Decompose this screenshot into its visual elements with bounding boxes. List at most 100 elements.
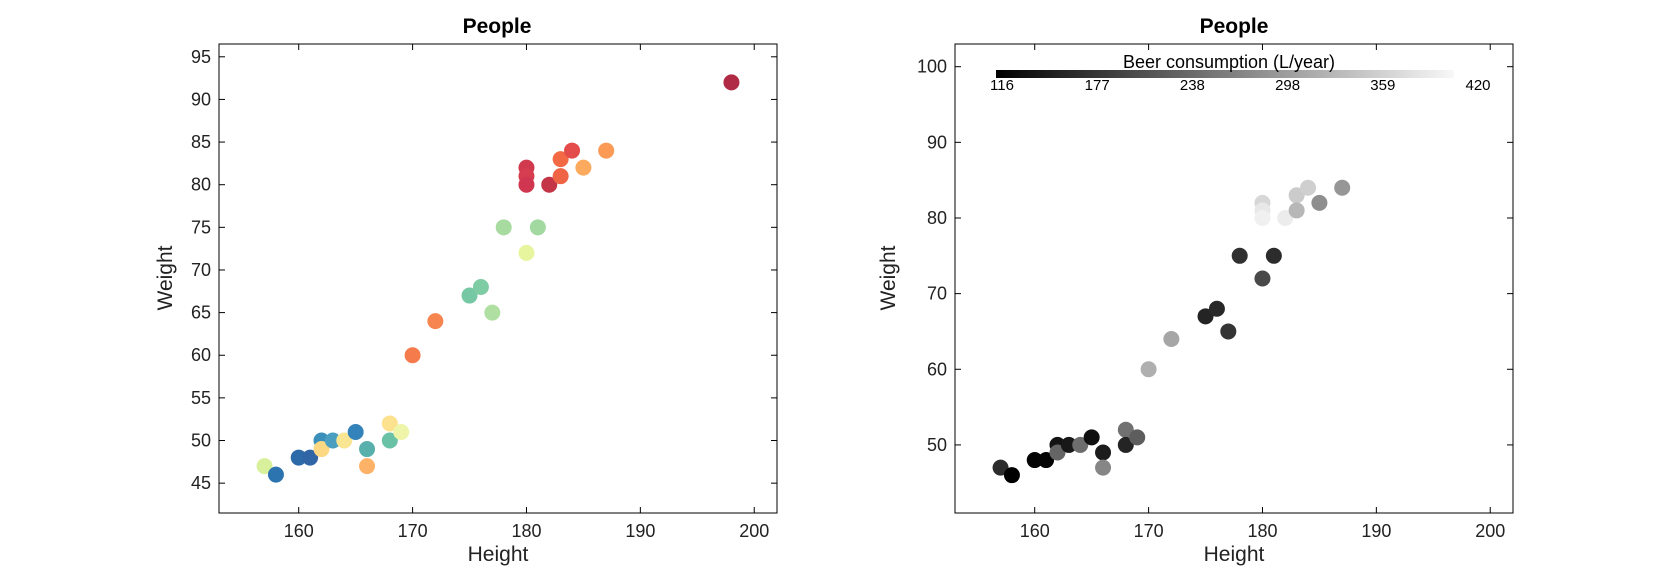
data-point	[598, 142, 615, 159]
data-point	[302, 449, 319, 466]
x-tick-label: 200	[739, 521, 769, 541]
data-point	[552, 151, 569, 168]
y-tick-label: 65	[191, 303, 211, 323]
chart-title-left: People	[463, 15, 532, 38]
data-point	[1095, 444, 1112, 461]
colorbar-tick-label: 359	[1370, 77, 1395, 94]
chart-title-right: People	[1200, 15, 1269, 38]
data-point	[267, 466, 284, 483]
data-point	[541, 176, 558, 193]
data-point	[1072, 436, 1089, 453]
points-right	[992, 179, 1351, 484]
y-tick-label: 50	[927, 435, 947, 455]
x-tick-label: 170	[398, 521, 428, 541]
data-point	[484, 304, 501, 321]
data-point	[495, 219, 512, 236]
data-point	[1026, 452, 1043, 469]
data-point	[564, 142, 581, 159]
y-tick-label: 90	[927, 132, 947, 152]
x-tick-label: 170	[1134, 521, 1164, 541]
data-point	[992, 459, 1009, 476]
y-tick-label: 70	[191, 260, 211, 280]
x-axis-right: 160 170 180 190 200	[1020, 44, 1505, 541]
y-tick-label: 80	[927, 208, 947, 228]
y-axis-right: 50 60 70 80 90 100	[917, 57, 1513, 455]
colorbar-tick-label: 420	[1465, 77, 1490, 94]
points-left	[256, 74, 740, 483]
data-point	[1311, 194, 1328, 211]
colorbar-tick-label: 238	[1180, 77, 1205, 94]
data-point	[1334, 179, 1351, 196]
data-point	[427, 313, 444, 330]
y-axis-left: 45 50 55 60 65 70 75 80 85 90 95	[191, 47, 777, 493]
data-point	[529, 219, 546, 236]
colorbar-label: Beer consumption (L/year)	[1123, 52, 1335, 72]
data-point	[461, 287, 478, 304]
y-tick-label: 45	[191, 473, 211, 493]
data-point	[1254, 270, 1271, 287]
data-point	[1049, 444, 1066, 461]
x-tick-label: 190	[625, 521, 655, 541]
y-tick-label: 80	[191, 175, 211, 195]
data-point	[1095, 459, 1112, 476]
data-point	[723, 74, 740, 91]
data-point	[393, 423, 410, 440]
data-point	[290, 449, 307, 466]
data-point	[1117, 436, 1134, 453]
y-tick-label: 100	[917, 57, 947, 77]
data-point	[1220, 323, 1237, 340]
data-point	[1163, 331, 1180, 348]
data-point	[575, 159, 592, 176]
data-point	[1060, 436, 1077, 453]
y-tick-label: 60	[191, 345, 211, 365]
y-tick-label: 75	[191, 217, 211, 237]
scatter-plot-right: People 160 170 180 190 200 50 60 70 80 90 100 Bee…	[877, 15, 1514, 566]
x-tick-label: 200	[1475, 521, 1505, 541]
data-point	[472, 279, 489, 296]
data-point	[552, 168, 569, 185]
colorbar-tick-label: 116	[990, 77, 1014, 94]
y-tick-label: 60	[927, 359, 947, 379]
y-tick-label: 85	[191, 132, 211, 152]
data-point	[1300, 179, 1317, 196]
data-point	[1231, 247, 1248, 264]
colorbar-gradient	[996, 70, 1454, 78]
colorbar-ticks: 116 177 238 298 359 420	[990, 77, 1490, 94]
data-point	[518, 176, 535, 193]
data-point	[381, 415, 398, 432]
x-axis-left: 160 170 180 190 200	[284, 44, 769, 541]
x-tick-label: 190	[1361, 521, 1391, 541]
data-point	[359, 441, 376, 458]
data-point	[1288, 187, 1305, 204]
data-point	[359, 458, 376, 475]
data-point	[1038, 452, 1055, 469]
plot-area-right	[954, 43, 1514, 514]
data-point	[1140, 361, 1157, 378]
colorbar-tick-label: 298	[1275, 77, 1300, 94]
data-point	[381, 432, 398, 449]
data-point	[256, 458, 273, 475]
y-tick-label: 95	[191, 47, 211, 67]
data-point	[324, 432, 341, 449]
x-tick-label: 160	[1020, 521, 1050, 541]
x-tick-label: 180	[1247, 521, 1277, 541]
y-axis-label-left: Weight	[154, 245, 177, 310]
y-tick-label: 55	[191, 388, 211, 408]
x-axis-label-right: Height	[1204, 543, 1265, 566]
x-tick-label: 160	[284, 521, 314, 541]
x-tick-label: 180	[511, 521, 541, 541]
data-point	[1208, 300, 1225, 317]
data-point	[1003, 467, 1020, 484]
y-tick-label: 70	[927, 284, 947, 304]
scatter-plot-left: People 160 170 180 190 200 45 50 55 60 65 70 75 80 8…	[154, 15, 778, 566]
data-point	[336, 432, 353, 449]
x-axis-label-left: Height	[468, 543, 529, 566]
data-point	[1083, 429, 1100, 446]
data-point	[1265, 247, 1282, 264]
data-point	[1129, 429, 1146, 446]
y-tick-label: 90	[191, 89, 211, 109]
data-point	[347, 423, 364, 440]
data-point	[1197, 308, 1214, 325]
data-point	[1277, 209, 1294, 226]
